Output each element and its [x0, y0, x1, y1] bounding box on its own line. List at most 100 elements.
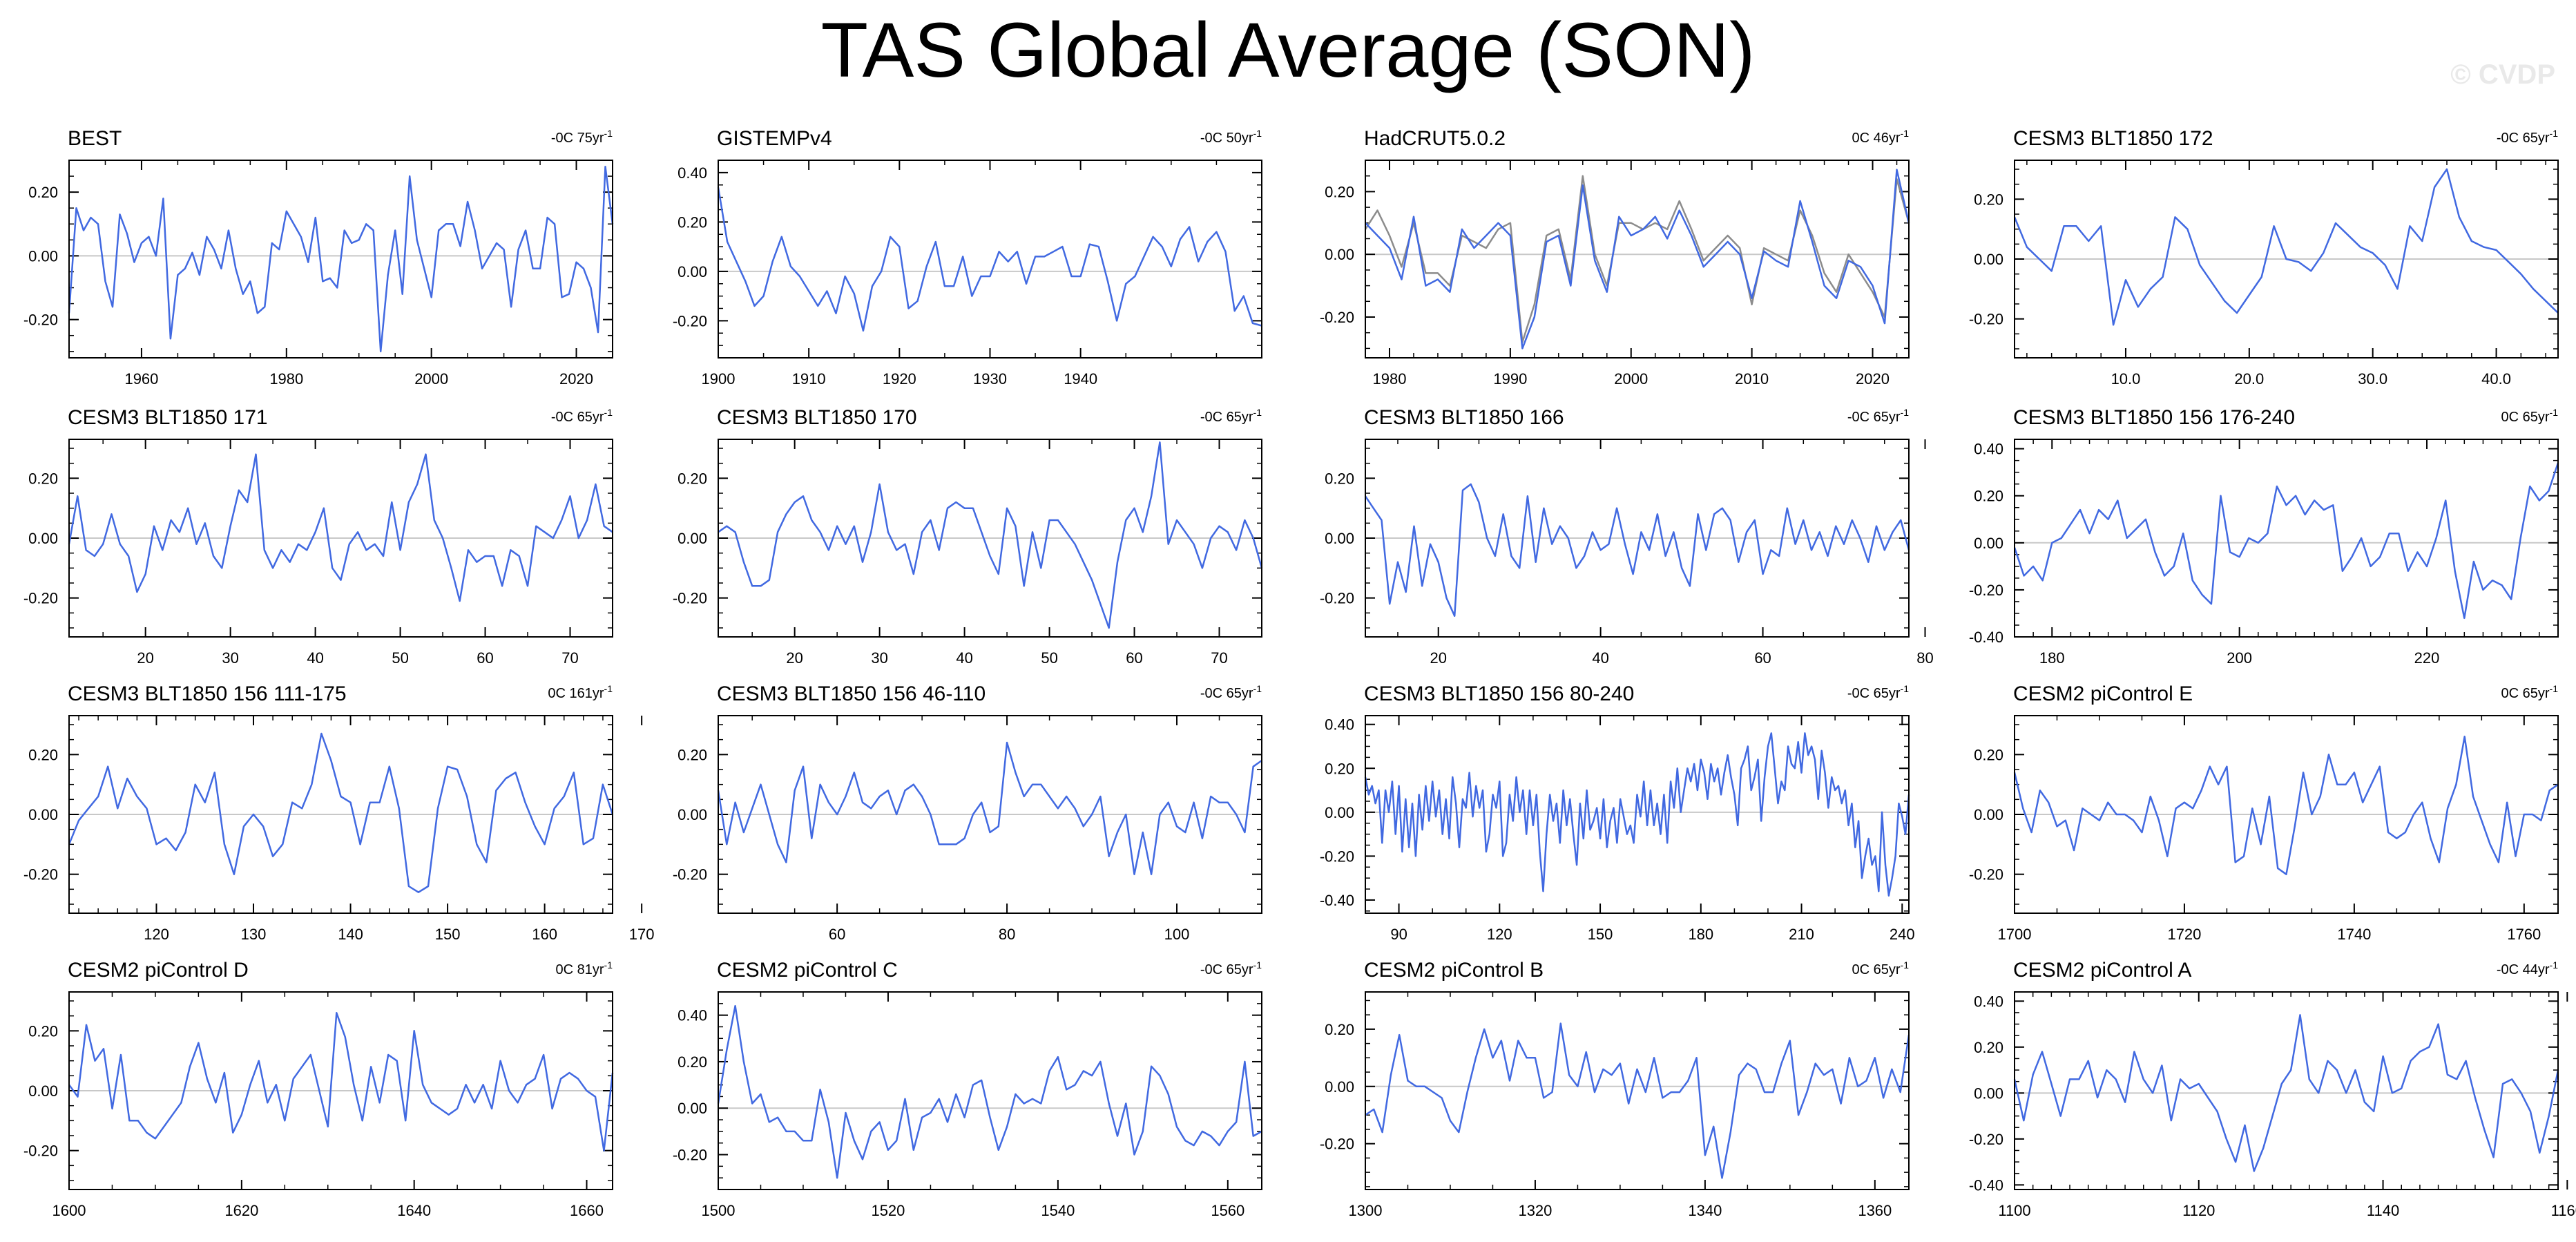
panel-3: HadCRUT5.0.2 0C 46yr-1 -0.20 0.00 0.20 1980 19… — [1320, 127, 1910, 388]
panel-trend: 0C 65yr-1 — [2501, 407, 2559, 425]
y-tick-label: 0.00 — [677, 530, 707, 547]
x-tick-label: 70 — [561, 649, 578, 667]
y-tick-label: 0.20 — [1974, 191, 2003, 208]
x-tick-label: 2000 — [414, 370, 448, 388]
x-tick-label: 1160 — [2551, 1202, 2576, 1219]
panel-title: CESM3 BLT1850 156 176-240 — [2013, 406, 2295, 429]
y-tick-label: 0.00 — [1974, 1085, 2003, 1102]
panel-title: CESM2 piControl A — [2013, 959, 2191, 982]
panel-frame — [718, 715, 1262, 914]
panel-frame — [718, 160, 1262, 359]
x-tick-label: 120 — [144, 926, 169, 943]
y-tick-label: 0.00 — [677, 806, 707, 823]
panel-8: CESM3 BLT1850 156 176-240 0C 65yr-1 -0.40 -… — [1969, 406, 2559, 667]
x-tick-label: 1700 — [1998, 926, 2032, 943]
y-tick-label: 0.00 — [28, 530, 58, 547]
series-line-46-110 — [717, 741, 1262, 875]
y-tick-label: 0.00 — [1974, 535, 2003, 552]
x-tick-label: 1910 — [792, 370, 826, 388]
panel-title: CESM3 BLT1850 170 — [717, 406, 917, 429]
series-line-GISTEMPv4 — [717, 187, 1262, 332]
series-line-D — [68, 1012, 614, 1152]
panel-title: CESM3 BLT1850 156 80-240 — [1364, 682, 1634, 705]
y-tick-label: 0.20 — [677, 746, 707, 763]
panel-frame — [1365, 715, 1910, 914]
y-tick-label: -0.20 — [23, 866, 58, 883]
series-line-172 — [2013, 168, 2559, 326]
y-tick-label: -0.20 — [23, 1143, 58, 1160]
y-tick-label: 0.00 — [28, 247, 58, 265]
y-tick-label: -0.40 — [1969, 629, 2003, 646]
panel-16: CESM2 piControl A -0C 44yr-1 -0.40 -0.20 0.0… — [1969, 959, 2576, 1219]
y-tick-label: 0.00 — [1974, 251, 2003, 268]
panel-title: CESM2 piControl D — [68, 959, 249, 982]
y-tick-label: 0.00 — [28, 1082, 58, 1100]
panel-frame — [68, 160, 613, 359]
panel-trend: 0C 81yr-1 — [556, 959, 613, 977]
panel-title: CESM3 BLT1850 171 — [68, 406, 268, 429]
x-tick-label: 30 — [222, 649, 238, 667]
y-tick-label: 0.20 — [677, 470, 707, 487]
panel-6: CESM3 BLT1850 170 -0C 65yr-1 -0.20 0.00 0.20… — [673, 406, 1263, 667]
panel-title: CESM2 piControl C — [717, 959, 898, 982]
panel-12: CESM2 piControl E 0C 65yr-1 -0.20 0.00 0.20 1… — [1969, 682, 2559, 943]
y-tick-label: 0.20 — [1325, 470, 1354, 487]
panel-14: CESM2 piControl C -0C 65yr-1 -0.20 0.00 0.20… — [673, 959, 1262, 1219]
y-tick-label: 0.20 — [28, 1022, 58, 1040]
x-tick-label: 50 — [392, 649, 408, 667]
x-tick-label: 60 — [477, 649, 493, 667]
panel-trend: 0C 46yr-1 — [1852, 128, 1910, 146]
panel-frame — [718, 439, 1262, 638]
x-tick-label: 10.0 — [2111, 370, 2141, 388]
y-tick-label: -0.20 — [1320, 1136, 1354, 1153]
x-tick-label: 60 — [1754, 649, 1771, 667]
x-tick-label: 1100 — [1998, 1202, 2030, 1219]
x-tick-label: 40.0 — [2481, 370, 2511, 388]
series-line-HadCRUT502 — [1365, 169, 1910, 350]
x-tick-label: 160 — [532, 926, 557, 943]
x-tick-label: 20 — [137, 649, 153, 667]
x-tick-label: 130 — [241, 926, 267, 943]
x-tick-label: 90 — [1390, 926, 1407, 943]
panel-title: BEST — [68, 127, 122, 150]
x-tick-label: 20 — [1430, 649, 1446, 667]
panel-frame — [2014, 439, 2559, 638]
panel-title: CESM3 BLT1850 156 46-110 — [717, 682, 986, 705]
panel-trend: 0C 65yr-1 — [2501, 683, 2559, 701]
series-line-176-240 — [2013, 462, 2559, 620]
x-tick-label: 2020 — [1856, 370, 1890, 388]
series-line-BEST — [68, 165, 614, 353]
series-line-80-240 — [1364, 732, 1910, 897]
x-tick-label: 240 — [1890, 926, 1915, 943]
y-tick-label: 0.00 — [28, 806, 58, 823]
panel-trend: -0C 65yr-1 — [551, 407, 613, 425]
series-line-obs2 — [1364, 175, 1910, 343]
x-tick-label: 1140 — [2367, 1202, 2399, 1219]
panel-trend: 0C 65yr-1 — [1852, 959, 1910, 977]
series-line-170 — [718, 441, 1263, 629]
y-tick-label: 0.40 — [677, 1007, 707, 1024]
y-tick-label: 0.00 — [1325, 530, 1354, 547]
panel-trend: -0C 65yr-1 — [1847, 683, 1909, 701]
panel-10: CESM3 BLT1850 156 46-110 -0C 65yr-1 -0.20 0… — [673, 682, 1262, 943]
y-tick-label: 0.00 — [1325, 246, 1354, 263]
x-tick-label: 1990 — [1493, 370, 1527, 388]
x-tick-label: 1660 — [570, 1202, 604, 1219]
y-tick-label: -0.20 — [1969, 311, 2003, 328]
x-tick-label: 1500 — [702, 1202, 736, 1219]
y-tick-label: -0.20 — [1320, 848, 1354, 865]
y-tick-label: 0.40 — [677, 164, 707, 182]
x-tick-label: 1320 — [1518, 1202, 1552, 1219]
panel-2: GISTEMPv4 -0C 50yr-1 -0.20 0.00 0.20 0.40 1900… — [673, 127, 1262, 388]
y-tick-label: 0.00 — [1325, 1078, 1354, 1096]
x-tick-label: 1940 — [1064, 370, 1097, 388]
y-tick-label: 0.00 — [677, 1100, 707, 1117]
x-tick-label: 1980 — [269, 370, 303, 388]
panel-title: CESM2 piControl B — [1364, 959, 1544, 982]
x-tick-label: 70 — [1211, 649, 1227, 667]
watermark-cvdp: © CVDP — [2450, 59, 2555, 90]
panel-11: CESM3 BLT1850 156 80-240 -0C 65yr-1 -0.40 -… — [1320, 682, 1915, 943]
panel-frame — [68, 991, 613, 1190]
x-tick-label: 1360 — [1858, 1202, 1892, 1219]
y-tick-label: -0.20 — [1969, 582, 2003, 599]
